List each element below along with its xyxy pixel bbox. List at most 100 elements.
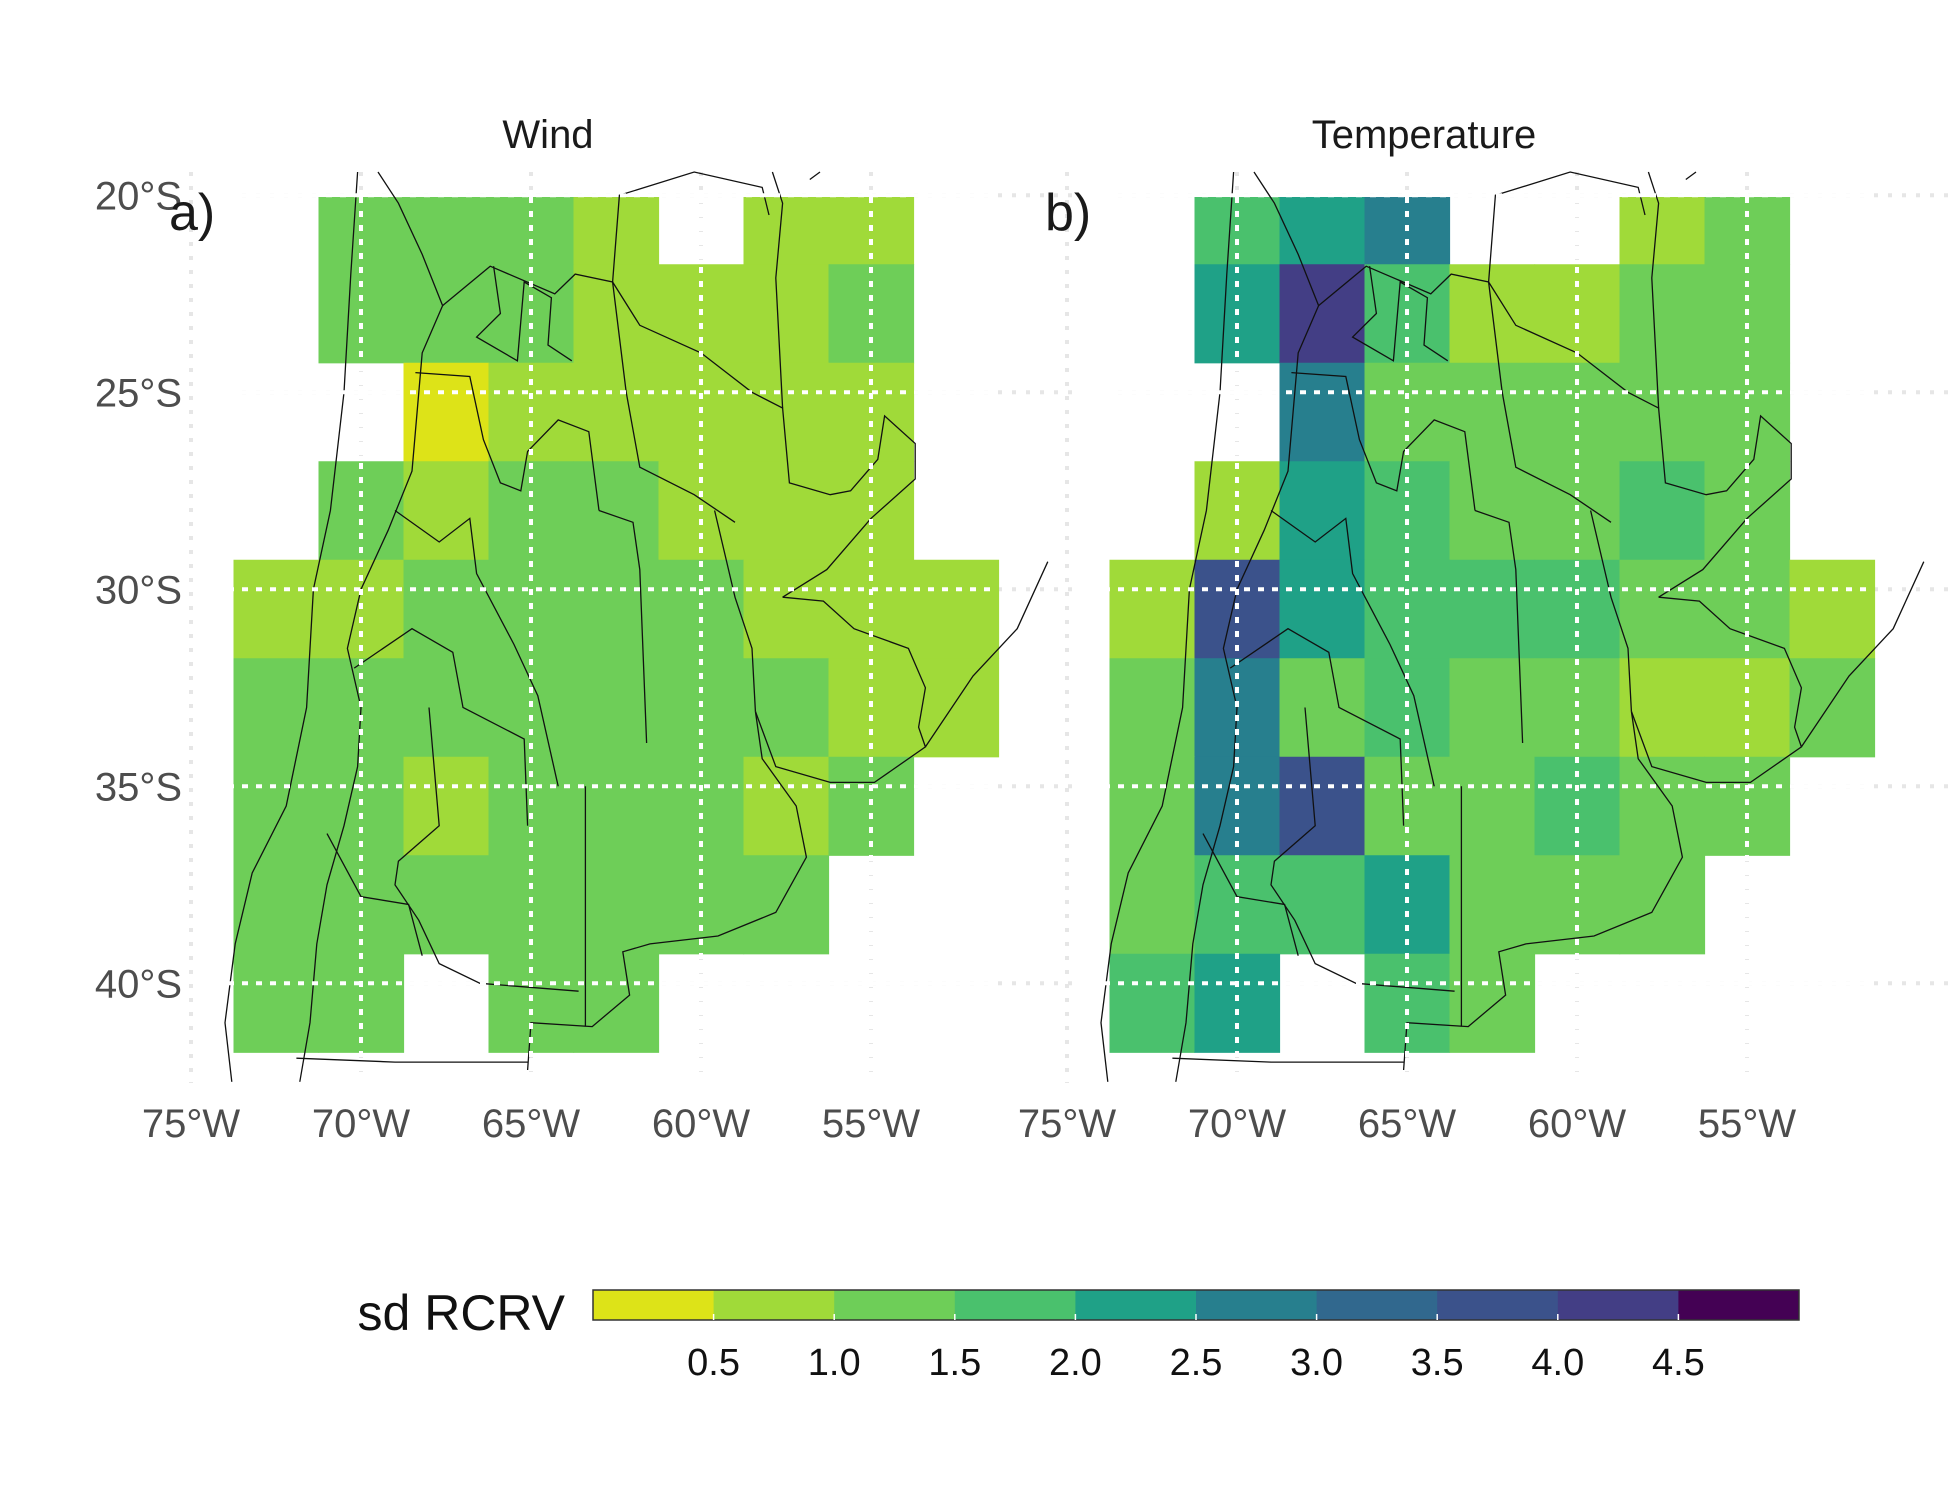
panel-label: a) [169, 184, 215, 242]
y-tick-label: 35°S [95, 765, 182, 809]
heatmap-cell [233, 559, 320, 659]
heatmap-cell [1279, 461, 1366, 561]
border-line [296, 1057, 528, 1063]
border-line [1100, 171, 1235, 1082]
border-line [1685, 171, 1697, 181]
heatmap-cell [1619, 264, 1706, 364]
x-tick-label: 55°W [1698, 1102, 1796, 1146]
border-line [611, 281, 736, 523]
heatmap-cell [573, 756, 660, 856]
heatmap-cell [743, 197, 830, 265]
heatmap-cell [743, 855, 830, 955]
x-tick-label: 55°W [822, 1102, 920, 1146]
heatmap-cell [403, 756, 490, 856]
heatmap-cell [233, 953, 320, 1053]
heatmap-cell [1279, 756, 1366, 856]
border-line [415, 371, 600, 511]
heatmap-cell [1789, 658, 1876, 758]
border-line [1630, 596, 1803, 784]
border-line [1402, 711, 1684, 1071]
border-line [1270, 707, 1455, 992]
heatmap-cell [1449, 953, 1536, 1053]
x-tick-label: 60°W [652, 1102, 750, 1146]
heatmap-cell [1449, 756, 1536, 856]
border-line [1202, 833, 1299, 956]
heatmap-cell [233, 756, 320, 856]
foreground-graticule [1076, 193, 1873, 1083]
legend-color-step [593, 1290, 715, 1320]
x-tick-label: 70°W [312, 1102, 410, 1146]
legend-color-step [834, 1290, 956, 1320]
border-line [809, 171, 821, 181]
heatmap-cell [403, 855, 490, 955]
border-line [1172, 1057, 1404, 1063]
heatmap-cell [573, 559, 660, 659]
border-line [526, 711, 808, 1071]
border-line [1487, 281, 1612, 523]
heatmap-cells [1109, 197, 1876, 1053]
border-line [1647, 171, 1660, 409]
legend-tick-label: 4.5 [1652, 1342, 1705, 1384]
y-tick-label: 20°S [95, 174, 182, 218]
heatmap-cell [743, 264, 830, 364]
y-tick-label: 25°S [95, 371, 182, 415]
panel-title: Temperature [1312, 113, 1537, 157]
heatmap-cell [1704, 559, 1791, 659]
border-line [1270, 509, 1435, 787]
heatmap-cell [1279, 559, 1366, 659]
border-line [713, 510, 757, 712]
y-tick-label: 40°S [95, 962, 182, 1006]
heatmap-cell [913, 559, 1000, 659]
legend-color-step [1075, 1290, 1197, 1320]
heatmap-cell [403, 658, 490, 758]
foreground-graticule [200, 193, 997, 1083]
heatmap-cell [1364, 559, 1451, 659]
border-line [442, 265, 916, 598]
heatmap-cell [658, 559, 745, 659]
heatmap-cell [233, 855, 320, 955]
heatmap-cell [403, 461, 490, 561]
legend-tick-label: 3.5 [1411, 1342, 1464, 1384]
border-line [224, 171, 359, 1082]
x-tick-label: 65°W [482, 1102, 580, 1146]
heatmap-cell [403, 264, 490, 364]
panel-a-wind-map: 20°S 25°S 30°S 35°S 40°S 75°W 70°W 65°W 60°W 55°W… [95, 113, 1072, 1146]
border-line [598, 509, 648, 744]
heatmap-cell [1619, 197, 1706, 265]
heatmap-cell [1534, 559, 1621, 659]
border-line [1589, 510, 1633, 712]
border-line [475, 266, 573, 362]
x-tick-label: 75°W [142, 1102, 240, 1146]
legend-color-step [713, 1290, 835, 1320]
x-tick-label: 70°W [1188, 1102, 1286, 1146]
panel-label: b) [1045, 184, 1091, 242]
heatmap-cell [743, 658, 830, 758]
heatmap-cell [488, 559, 575, 659]
legend-title: sd RCRV [358, 1285, 566, 1341]
legend-color-step [1678, 1290, 1800, 1320]
legend-tick-label: 0.5 [687, 1342, 740, 1384]
legend-color-step [1196, 1290, 1318, 1320]
heatmap-cell [1279, 855, 1366, 955]
border-line [1474, 509, 1524, 744]
heatmap-cell [1619, 461, 1706, 561]
x-tick-label: 65°W [1358, 1102, 1456, 1146]
heatmap-cell [1449, 855, 1536, 955]
border-line [326, 833, 423, 956]
legend-colorbar [592, 1289, 1800, 1321]
border-line [1351, 266, 1449, 362]
heatmap-cell [1194, 559, 1281, 659]
heatmap-cell [1279, 197, 1366, 265]
legend-color-step [1316, 1290, 1438, 1320]
heatmap-cell [743, 756, 830, 856]
heatmap-cell [1449, 362, 1536, 462]
border-line [394, 509, 559, 787]
heatmap-cell [403, 362, 490, 462]
border-line [1800, 561, 1925, 748]
heatmap-cell [1619, 855, 1706, 955]
panel-title: Wind [502, 113, 593, 157]
heatmap-cell [1449, 559, 1536, 659]
heatmap-cell [828, 559, 915, 659]
heatmap-cell [573, 461, 660, 561]
legend-tick-labels: 0.5 1.0 1.5 2.0 2.5 3.0 3.5 4.0 4.5 [687, 1314, 1705, 1384]
